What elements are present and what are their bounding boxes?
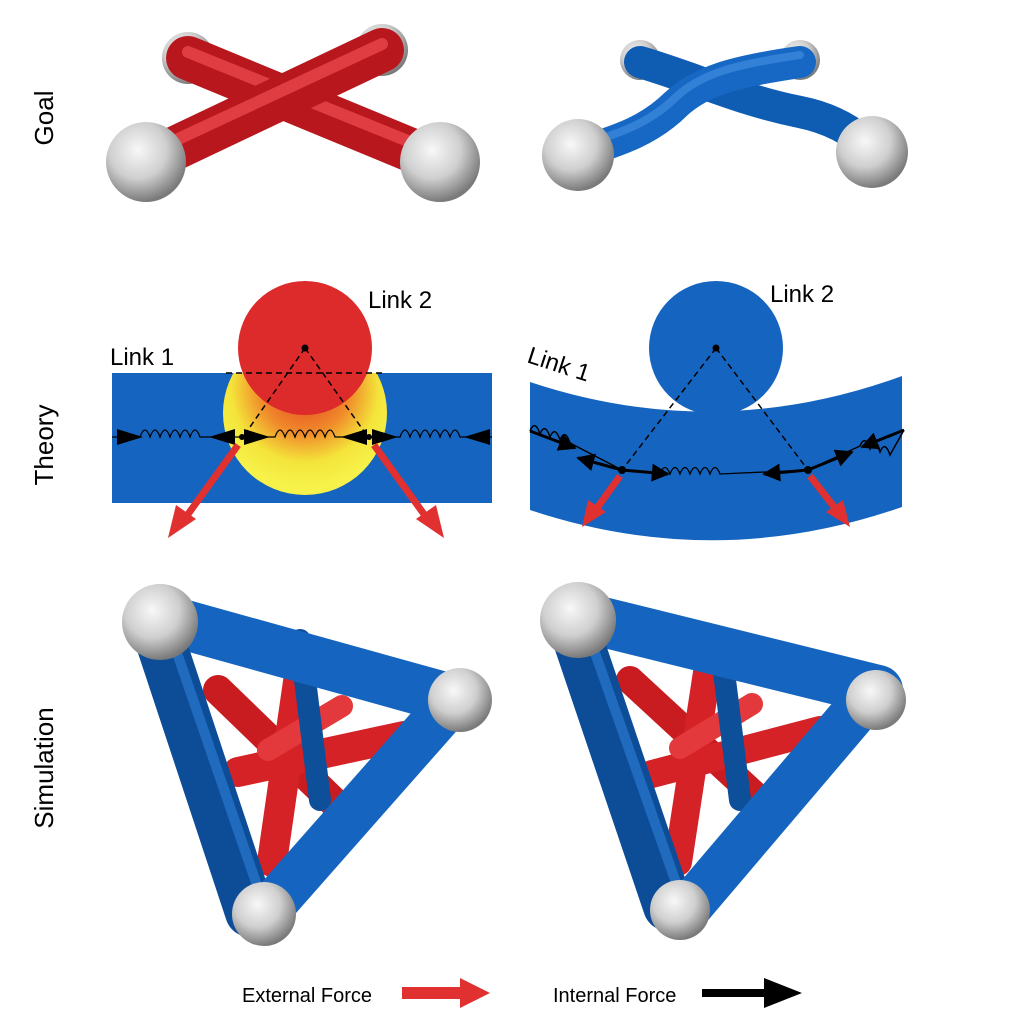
- theory-right-node-right: [804, 466, 812, 474]
- theory-right-internal-arrow-6: [860, 428, 905, 450]
- theory-right-external-force-right-shaft: [807, 473, 838, 511]
- goal-rigid-cross: [106, 24, 480, 202]
- legend: External Force Internal Force: [242, 978, 802, 1008]
- theory-left-dash-left: [242, 347, 306, 438]
- theory-left-spring-left: [112, 429, 240, 439]
- row-label-goal: Goal: [29, 91, 59, 146]
- theory-right-link2-label: Link 2: [770, 281, 834, 308]
- theory-right-internal-arrow-4: [762, 463, 809, 482]
- simulation-right-tetrahedron: [540, 582, 906, 940]
- goal-right-joint-front-left: [542, 119, 614, 191]
- theory-right-node-left: [618, 466, 626, 474]
- legend-internal-force-arrow: [702, 978, 802, 1008]
- theory-right-internal-arrow-1: [529, 429, 577, 451]
- goal-left-joint-front-left: [106, 122, 186, 202]
- legend-external-label: External Force: [242, 985, 372, 1007]
- goal-left-joint-front-right: [400, 122, 480, 202]
- theory-left-spring-right: [370, 429, 492, 439]
- theory-right-dash-left: [621, 347, 717, 471]
- sim-left-frame-left-highlight: [171, 645, 267, 905]
- sim-right-joint-bottom: [650, 880, 710, 940]
- row-label-theory: Theory: [29, 405, 59, 486]
- theory-right-internal-arrow-2: [576, 453, 623, 472]
- sim-left-frame-right: [245, 692, 463, 933]
- theory-left-link1-label: Link 1: [110, 344, 174, 371]
- theory-right-external-force-left-shaft: [594, 473, 623, 511]
- theory-right-spring-middle: [621, 466, 809, 476]
- theory-left-external-force-right-head: [416, 505, 444, 538]
- theory-right-internal-arrow-3: [621, 463, 670, 482]
- legend-internal-label: Internal Force: [553, 985, 676, 1007]
- theory-right-link1-label: Link 1: [524, 342, 593, 387]
- theory-right-link1-body: [530, 376, 902, 541]
- theory-right-internal-arrow-5: [807, 449, 854, 472]
- theory-right-external-force-left-head: [582, 500, 606, 527]
- simulation-left-tetrahedron: [122, 584, 492, 946]
- theory-left-internal-arrow-3: [244, 429, 270, 445]
- sim-right-frame-left-highlight: [589, 645, 685, 899]
- theory-left-spring-middle: [243, 429, 368, 439]
- theory-left-external-force-left-shaft: [183, 442, 241, 520]
- theory-right-dash-right: [715, 347, 809, 471]
- goal-right-rod-b-highlight: [578, 51, 804, 149]
- sim-right-frame-left: [553, 615, 693, 931]
- sim-right-joint-right: [846, 670, 906, 730]
- theory-left-node-left: [239, 434, 245, 440]
- sim-left-joint-top: [122, 584, 198, 660]
- theory-right-panel: Link 1 Link 2: [524, 281, 905, 541]
- theory-left-dash-right: [304, 347, 369, 438]
- goal-right-rod-b: [566, 46, 816, 168]
- sim-right-frame-top: [553, 591, 903, 715]
- sim-left-frame-left: [135, 615, 275, 937]
- row-label-simulation: Simulation: [29, 707, 59, 828]
- theory-left-external-force-left-head: [168, 505, 196, 538]
- sim-left-frame-top: [135, 593, 480, 725]
- theory-left-internal-arrow-6: [464, 429, 490, 445]
- theory-left-node-right: [366, 434, 372, 440]
- theory-left-internal-arrow-4: [341, 429, 367, 445]
- theory-left-external-force-right-shaft: [371, 442, 429, 520]
- theory-left-internal-arrow-5: [372, 429, 398, 445]
- goal-soft-cross: [542, 40, 908, 191]
- sim-left-joint-right: [428, 668, 492, 732]
- theory-left-internal-arrow-2: [209, 429, 235, 445]
- goal-left-rod-b-highlight: [140, 38, 388, 160]
- theory-left-internal-arrow-1: [117, 429, 143, 445]
- sim-right-frame-right: [667, 683, 883, 929]
- theory-left-panel: Link 1 Link 2: [110, 281, 492, 538]
- goal-right-joint-front-right: [836, 116, 908, 188]
- legend-external-force-arrow: [402, 978, 490, 1008]
- sim-right-joint-top: [540, 582, 616, 658]
- theory-left-link2-label: Link 2: [368, 287, 432, 314]
- sim-left-joint-bottom: [232, 882, 296, 946]
- theory-right-external-force-right-head: [826, 500, 850, 527]
